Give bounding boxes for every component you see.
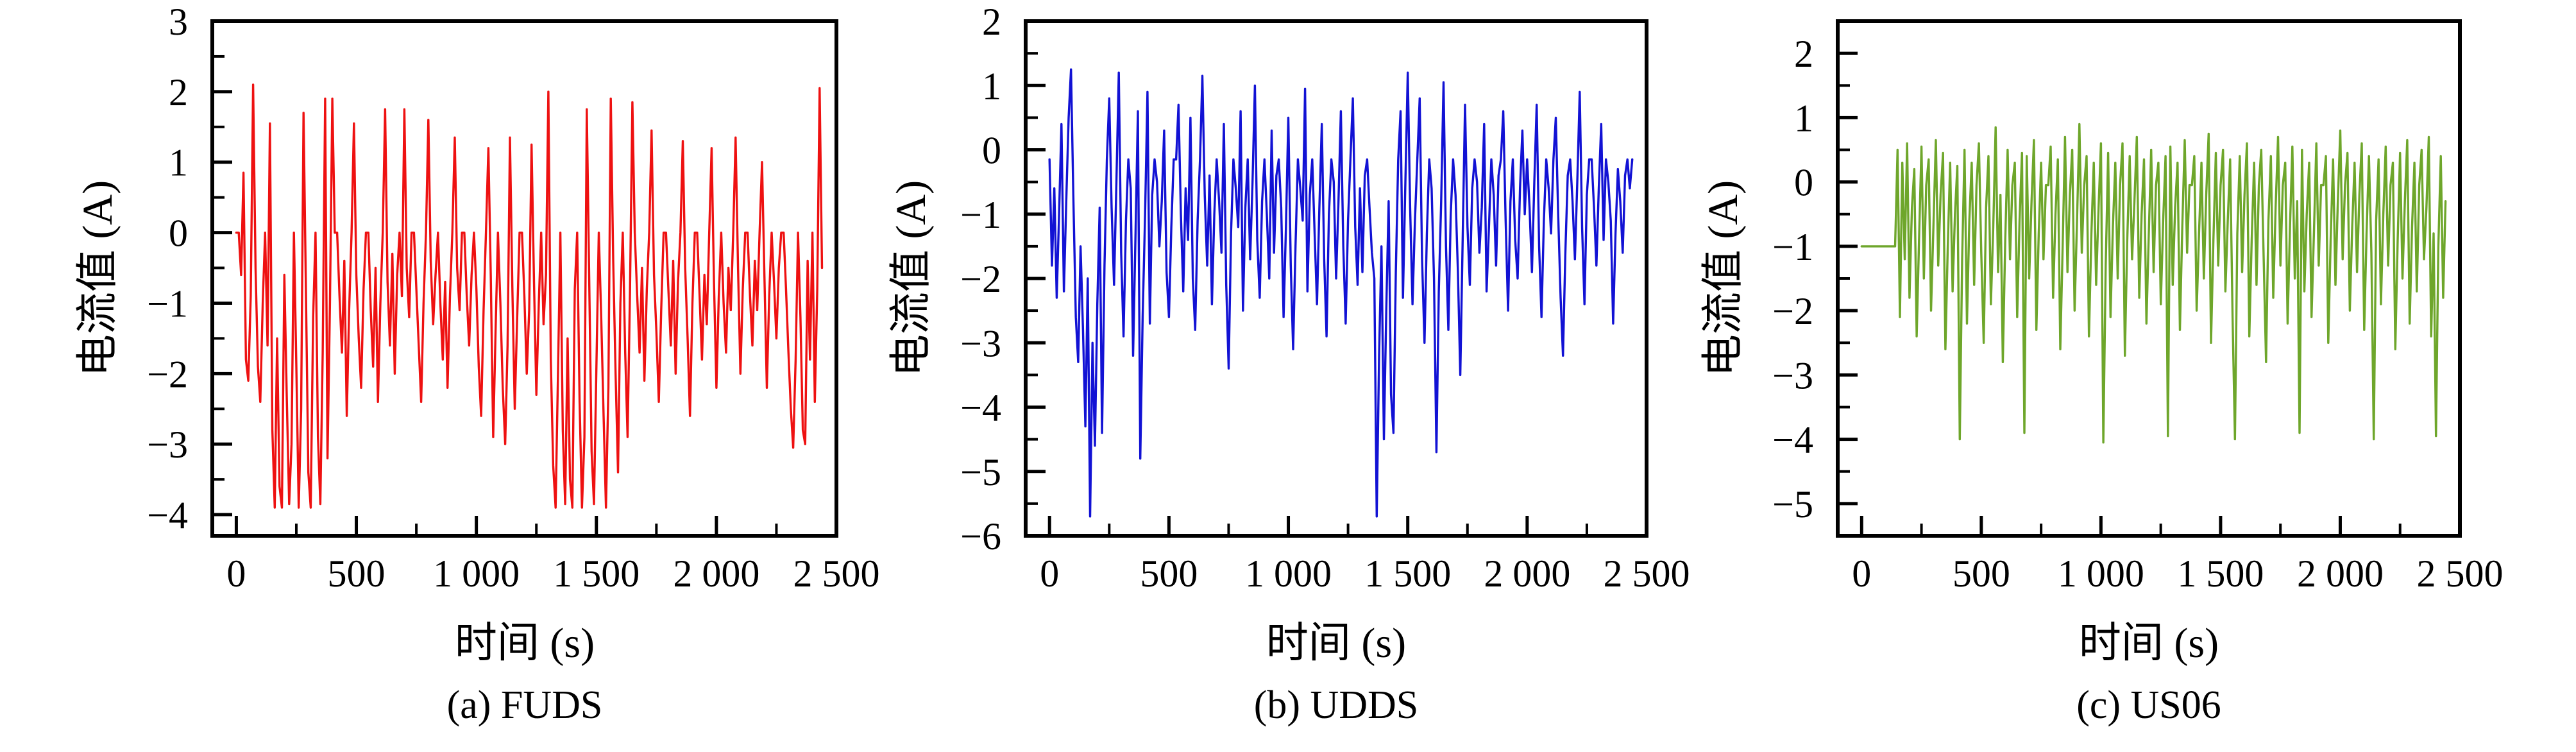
x-tick-label: 1 500 — [2177, 552, 2264, 595]
y-tick-label: 2 — [169, 71, 188, 114]
y-tick-label: 0 — [982, 130, 1001, 172]
caption-fuds: (a) FUDS — [446, 683, 603, 727]
y-tick-label: −6 — [960, 515, 1001, 558]
x-axis-title-us06: 时间 (s) — [2078, 620, 2219, 667]
x-axis-title-fuds: 时间 (s) — [454, 620, 595, 667]
x-tick-label: 2 500 — [793, 552, 880, 595]
y-tick-label: 0 — [169, 212, 188, 255]
y-tick-label: −4 — [1772, 419, 1813, 461]
y-tick-label: −5 — [960, 451, 1001, 493]
y-tick-label: 0 — [1794, 162, 1813, 204]
udds-plot-box — [1024, 19, 1648, 538]
fuds-series-line — [235, 83, 824, 509]
y-tick-label: −1 — [960, 194, 1001, 236]
fuds-plot-box — [210, 19, 838, 538]
y-tick-label: −2 — [147, 353, 188, 395]
y-tick-label: −4 — [960, 387, 1001, 429]
x-tick-label: 0 — [1852, 552, 1871, 595]
y-tick-label: 2 — [982, 1, 1001, 43]
x-tick-label: 0 — [1040, 552, 1059, 595]
y-tick-label: −1 — [1772, 226, 1813, 268]
x-tick-label: 2 500 — [1604, 552, 1690, 595]
y-axis-title-udds: 电流值 (A) — [888, 180, 935, 377]
x-axis-title-udds: 时间 (s) — [1266, 620, 1407, 667]
caption-us06: (c) US06 — [2076, 683, 2221, 727]
y-tick-label: 2 — [1794, 33, 1813, 75]
x-tick-label: 2 000 — [673, 552, 759, 595]
x-tick-label: 500 — [1140, 552, 1198, 595]
y-tick-label: 1 — [982, 65, 1001, 107]
x-tick-label: 2 000 — [2297, 552, 2384, 595]
y-tick-label: −2 — [1772, 290, 1813, 332]
y-axis-title-us06: 电流值 (A) — [1700, 180, 1747, 377]
x-tick-label: 0 — [226, 552, 246, 595]
x-tick-label: 1 500 — [553, 552, 640, 595]
udds-series-line — [1048, 68, 1634, 518]
x-tick-label: 1 000 — [2058, 552, 2144, 595]
y-tick-label: −4 — [147, 494, 188, 536]
us06-plot-box — [1836, 19, 2462, 538]
x-tick-label: 500 — [328, 552, 386, 595]
y-tick-label: −1 — [147, 282, 188, 325]
y-tick-label: −3 — [960, 322, 1001, 364]
caption-udds: (b) UDDS — [1253, 683, 1419, 727]
us06-series-line — [1860, 123, 2447, 444]
y-tick-label: 1 — [1794, 97, 1813, 139]
y-tick-label: −5 — [1772, 483, 1813, 526]
x-tick-label: 2 000 — [1484, 552, 1570, 595]
x-tick-label: 1 000 — [1245, 552, 1332, 595]
y-axis-title-fuds: 电流值 (A) — [74, 180, 121, 377]
y-tick-label: −2 — [960, 258, 1001, 300]
y-tick-label: 1 — [169, 142, 188, 184]
x-tick-label: 1 000 — [433, 552, 520, 595]
y-tick-label: −3 — [1772, 354, 1813, 397]
x-tick-label: 1 500 — [1364, 552, 1451, 595]
x-tick-label: 2 500 — [2417, 552, 2504, 595]
y-tick-label: 3 — [169, 1, 188, 43]
x-tick-label: 500 — [1953, 552, 2010, 595]
y-tick-label: −3 — [147, 423, 188, 466]
